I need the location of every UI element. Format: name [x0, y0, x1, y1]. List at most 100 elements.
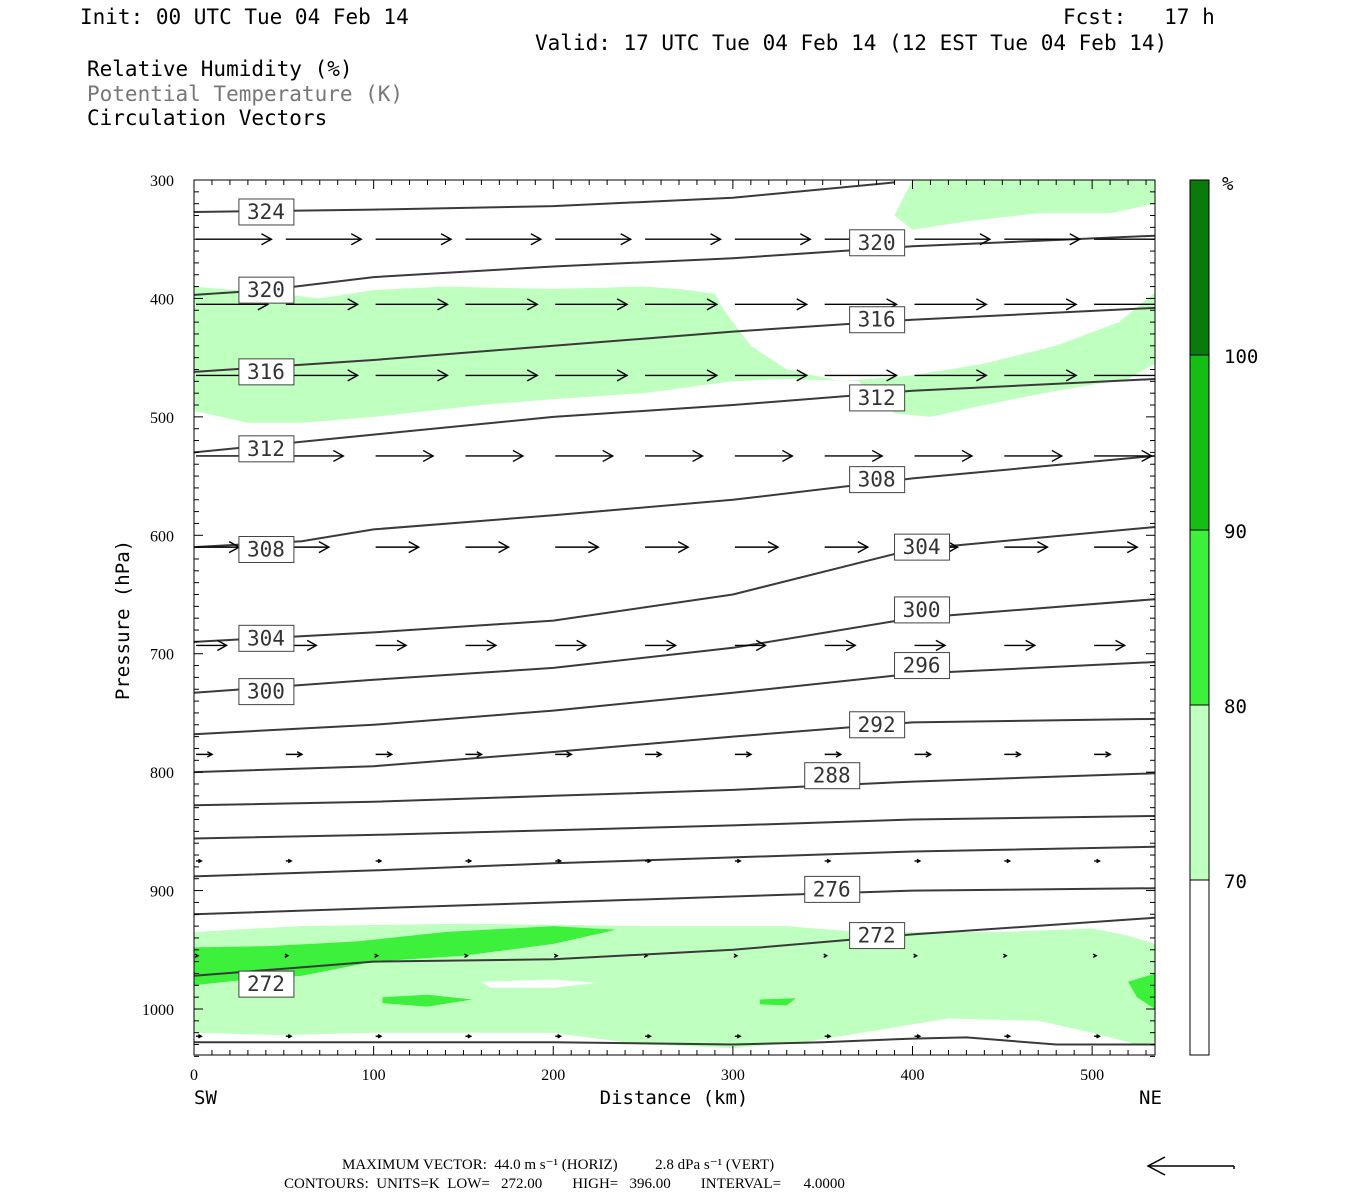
circulation-vector — [645, 639, 678, 652]
x-tick-label-500: 500 — [1080, 1067, 1104, 1084]
circulation-vector — [196, 858, 203, 864]
colorbar-bin — [1189, 704, 1210, 881]
contour-label-292: 292 — [858, 713, 896, 737]
contour-label-box — [804, 762, 861, 790]
contour-label-box — [238, 435, 295, 463]
contour-label-300: 300 — [903, 598, 941, 622]
theta-contour-320 — [194, 234, 1155, 296]
circulation-vector — [553, 953, 559, 958]
circulation-vector — [465, 298, 539, 311]
circulation-vector — [914, 1033, 922, 1039]
circulation-vector — [1094, 1033, 1101, 1039]
contour-label-box — [238, 276, 295, 304]
circulation-vector — [1092, 953, 1098, 958]
circulation-vector — [465, 858, 473, 864]
theta-contour-292 — [194, 717, 1155, 774]
circulation-vector — [645, 449, 704, 463]
circulation-vector — [734, 858, 742, 864]
circulation-vector — [645, 233, 722, 246]
title-relative-humidity: Relative Humidity (%) — [87, 57, 353, 81]
circulation-vector — [1002, 953, 1008, 958]
x-tick-label-300: 300 — [721, 1067, 745, 1084]
colorbar-level-70: 70 — [1224, 871, 1247, 893]
axes-layer: 0 100 200 300 400 500 300 400 500 600 700 800 900 100… — [142, 173, 1155, 1084]
circulation-vector — [194, 953, 200, 958]
circulation-vector — [196, 541, 241, 554]
circulation-vector — [555, 449, 615, 463]
circulation-vector — [1004, 298, 1078, 311]
contour-label-box — [804, 875, 861, 903]
circulation-vector — [1004, 369, 1078, 382]
circulation-vector — [465, 233, 543, 246]
circulation-vector — [645, 858, 652, 864]
circulation-vector — [1004, 233, 1082, 246]
circulation-vector — [914, 751, 933, 758]
circulation-vector — [285, 369, 360, 382]
contour-label-316: 316 — [247, 360, 285, 384]
contour-label-box — [849, 306, 906, 334]
theta-contour-272 — [194, 916, 1155, 977]
contour-label-box — [238, 678, 295, 706]
theta-contour-276 — [194, 887, 1155, 916]
circulation-vector — [465, 369, 539, 382]
circulation-vector — [555, 233, 633, 246]
init-time-label: Init: 00 UTC Tue 04 Feb 14 — [80, 5, 409, 29]
x-tick-label-0: 0 — [190, 1067, 198, 1084]
contour-label-box — [849, 466, 906, 494]
circulation-vector — [375, 449, 435, 463]
valid-time-label: Valid: 17 UTC Tue 04 Feb 14 (12 EST Tue … — [535, 31, 1168, 55]
circulation-vector — [1094, 858, 1101, 864]
circulation-vector — [914, 233, 992, 246]
circulation-vector — [645, 541, 690, 554]
theta-contour-308 — [194, 454, 1155, 549]
circulation-vector — [555, 541, 600, 554]
circulation-vector — [374, 953, 380, 958]
y-tick-label-900: 900 — [150, 884, 174, 901]
circulation-vector — [1094, 541, 1139, 554]
theta-contour-268 — [194, 1036, 1155, 1046]
circulation-vector — [555, 1033, 563, 1039]
title-circulation-vectors: Circulation Vectors — [87, 106, 328, 130]
x-left-end-label: SW — [194, 1087, 217, 1109]
circulation-vector — [645, 369, 719, 382]
contour-label-308: 308 — [247, 537, 285, 561]
contour-label-box — [849, 922, 906, 950]
contour-label-272: 272 — [247, 972, 285, 996]
contour-label-296: 296 — [903, 654, 941, 678]
circulation-vector — [1094, 639, 1127, 652]
circulation-vector — [555, 639, 588, 652]
circulation-vector — [1094, 449, 1154, 463]
circulation-vector — [375, 639, 408, 652]
theta-contour-316 — [194, 306, 1155, 373]
y-tick-label-400: 400 — [150, 291, 174, 308]
contour-label-box — [894, 533, 951, 561]
circulation-vector — [555, 298, 629, 311]
circulation-vector — [913, 953, 918, 958]
circulation-vector — [375, 298, 449, 311]
contour-label-320: 320 — [247, 278, 285, 302]
colorbar-unit: % — [1222, 173, 1234, 195]
circulation-vector — [734, 298, 809, 311]
circulation-vector — [465, 1033, 473, 1039]
circulation-vector — [285, 449, 345, 463]
theta-contour-324 — [194, 181, 895, 213]
rh-region-80-5 — [759, 998, 796, 1006]
x-tick-label-400: 400 — [901, 1067, 925, 1084]
circulation-vector — [1004, 751, 1022, 758]
circulation-vector — [465, 541, 511, 554]
y-tick-label-800: 800 — [150, 765, 174, 782]
circulation-vector — [285, 233, 363, 246]
colorbar-level-90: 90 — [1224, 521, 1247, 543]
circulation-vector — [645, 1033, 652, 1039]
contour-label-layer: 324 320 320 316 316 312 312 308 308 304 300 304 296 3… — [238, 198, 951, 998]
circulation-vector — [285, 1033, 293, 1039]
contour-label-312: 312 — [247, 437, 285, 461]
circulation-vector — [914, 858, 922, 864]
colorbar-bin — [1189, 354, 1210, 531]
contour-label-304: 304 — [247, 626, 285, 650]
colorbar-level-80: 80 — [1224, 696, 1247, 718]
circulation-vector — [914, 369, 988, 382]
circulation-vector — [555, 369, 629, 382]
reference-vector — [1146, 1156, 1235, 1176]
